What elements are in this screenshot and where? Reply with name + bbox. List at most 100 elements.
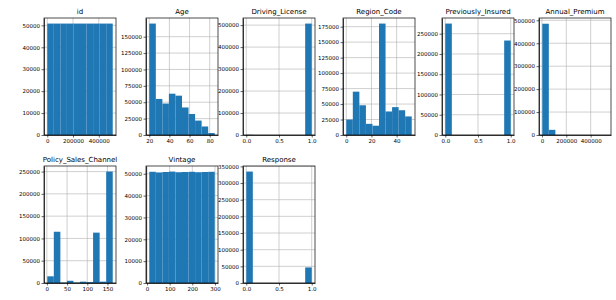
tick-label: 50000 <box>23 23 41 29</box>
tick: 400000 <box>581 135 602 144</box>
tick-label: 50000 <box>23 258 41 264</box>
y-axis: 0500001000001500002000002500003000003500… <box>218 164 244 287</box>
tick-mark <box>537 20 540 21</box>
title: Annual_Premium <box>546 8 605 16</box>
bar <box>67 24 74 135</box>
tick-mark <box>241 113 244 114</box>
tick-label: 200000 <box>556 138 577 144</box>
title: Age <box>175 8 189 16</box>
tick-mark <box>241 200 244 201</box>
grid-line <box>311 166 312 283</box>
tick-mark <box>241 166 244 167</box>
y-axis: 0100000200000300000400000500000 <box>514 18 540 139</box>
tick-label: 30000 <box>23 66 41 72</box>
tick: 25000 <box>125 116 147 122</box>
tick-label: 300 <box>210 286 221 292</box>
tick: 30000 <box>23 66 45 72</box>
subplot: 0.00.51.0050000100000150000200000250000P… <box>417 8 516 144</box>
bar <box>182 107 189 135</box>
tick-mark <box>241 25 244 26</box>
tick-label: 200000 <box>218 214 239 220</box>
bar <box>399 110 406 135</box>
axis-line <box>442 19 443 136</box>
y-axis: 01000020000300004000050000 <box>23 19 45 139</box>
tick-mark <box>440 94 443 95</box>
tick: 0 <box>435 132 443 138</box>
x-axis: 0.00.51.0 <box>242 135 317 144</box>
tick-label: 50000 <box>322 101 340 107</box>
tick-label: 400000 <box>514 40 535 46</box>
tick-mark <box>440 74 443 75</box>
bar <box>405 116 412 135</box>
bars <box>149 172 214 283</box>
grid-line <box>243 216 315 217</box>
plot-area <box>44 18 116 135</box>
bar <box>93 24 100 135</box>
tick: 1.0 <box>308 283 317 292</box>
tick-label: 75000 <box>322 86 340 92</box>
grid-line <box>590 18 591 135</box>
tick: 400000 <box>514 40 539 46</box>
tick-mark <box>440 34 443 35</box>
tick: 100000 <box>218 247 243 253</box>
y-axis: 050000100000150000200000250000 <box>417 19 443 139</box>
tick-mark <box>144 69 147 70</box>
tick: 0 <box>139 132 147 138</box>
x-axis: 0.00.51.0 <box>441 135 516 144</box>
tick-label: 30000 <box>125 215 143 221</box>
bar <box>73 24 80 135</box>
tick-label: 25000 <box>322 117 340 123</box>
tick-mark <box>42 172 45 173</box>
tick: 75000 <box>125 83 147 89</box>
tick-mark <box>537 135 540 136</box>
tick: 75000 <box>322 86 344 92</box>
tick-mark <box>144 174 147 175</box>
tick-label: 50000 <box>222 264 240 270</box>
axis-line <box>147 283 219 284</box>
title: Previously_Insured <box>445 8 510 16</box>
tick: 300000 <box>514 63 539 69</box>
y-axis: 050000100000150000200000250000 <box>19 167 45 287</box>
tick-label: 0 <box>146 286 150 292</box>
grid <box>146 18 218 135</box>
tick-label: 150000 <box>121 34 142 40</box>
tick-label: 10000 <box>125 258 143 264</box>
tick-label: 0 <box>236 280 240 286</box>
grid-line <box>243 69 315 70</box>
grid-line <box>243 233 315 234</box>
tick-mark <box>144 53 147 54</box>
tick-label: 400000 <box>89 138 110 144</box>
tick: 100 <box>165 283 176 292</box>
tick-mark <box>241 183 244 184</box>
grid <box>243 18 315 135</box>
tick: 250000 <box>218 197 243 203</box>
grid-line <box>539 43 611 44</box>
tick: 400000 <box>218 44 243 50</box>
tick: 500000 <box>514 18 539 24</box>
tick: 0 <box>37 280 45 286</box>
bar <box>100 24 107 135</box>
tick: 200000 <box>417 51 442 57</box>
subplot: 2040608002500050000750001000001250001500… <box>121 8 219 144</box>
tick: 150 <box>103 283 114 292</box>
tick-label: 0 <box>236 132 240 138</box>
tick: 150000 <box>121 34 146 40</box>
tick: 0 <box>46 135 50 144</box>
tick-mark <box>341 104 344 105</box>
tick-mark <box>537 112 540 113</box>
tick-label: 0.0 <box>441 138 450 144</box>
axis-line <box>147 135 219 136</box>
figure: 020000040000001000020000300004000050000i… <box>0 0 616 300</box>
bar <box>175 96 182 135</box>
tick-label: 0 <box>541 138 545 144</box>
tick-mark <box>144 196 147 197</box>
tick-mark <box>144 135 147 136</box>
tick: 125000 <box>318 55 343 61</box>
bar <box>182 172 189 283</box>
subplot: 020000040000001000020000300004000050000i… <box>23 8 117 144</box>
grid-line <box>67 166 68 283</box>
grid-line <box>279 166 280 283</box>
bars <box>542 24 607 135</box>
grid-line <box>209 18 210 135</box>
bar <box>156 99 163 135</box>
